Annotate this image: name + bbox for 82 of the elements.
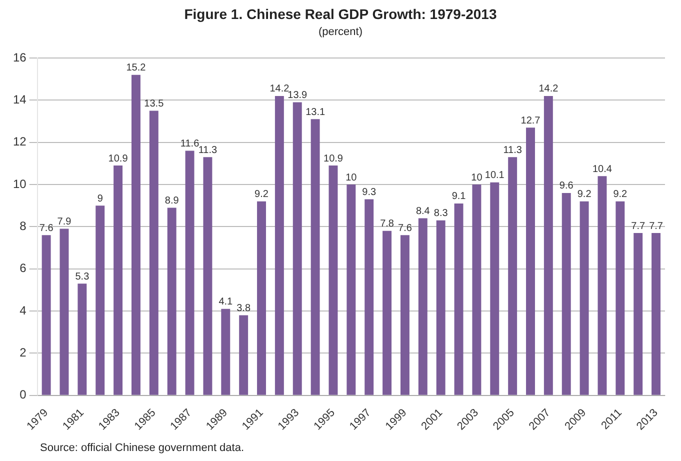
data-label: 3.8 — [236, 302, 251, 314]
bar — [274, 96, 284, 395]
data-label: 11.3 — [198, 144, 218, 156]
data-label: 9.2 — [613, 189, 628, 200]
bar — [472, 184, 482, 395]
data-label: 8.4 — [416, 206, 430, 217]
data-label: 9.3 — [362, 187, 376, 198]
bar — [60, 228, 69, 395]
bar — [203, 157, 212, 395]
data-label: 13.5 — [144, 98, 164, 110]
bar — [580, 201, 589, 395]
bar — [78, 284, 87, 395]
bar — [292, 102, 302, 395]
chart-subtitle: (percent) — [317, 26, 364, 38]
bar — [257, 201, 266, 395]
bar — [634, 233, 643, 395]
data-label: 13.1 — [306, 106, 326, 118]
data-label: 9.6 — [559, 180, 574, 192]
bar — [400, 235, 410, 395]
data-label: 13.9 — [288, 90, 308, 102]
bar — [328, 166, 338, 395]
data-label: 7.9 — [57, 216, 72, 228]
data-label: 14.2 — [538, 84, 559, 95]
bar — [562, 192, 571, 395]
data-label: 10.4 — [592, 164, 612, 175]
data-label: 10.9 — [108, 153, 128, 164]
y-tick-label: 6 — [20, 261, 27, 276]
data-label: 10 — [346, 172, 358, 184]
bar — [382, 230, 392, 395]
y-tick-label: 12 — [12, 134, 27, 149]
data-label: 8.3 — [434, 208, 448, 220]
data-label: 7.7 — [631, 220, 646, 232]
y-tick-label: 8 — [20, 218, 27, 233]
data-label: 11.3 — [503, 144, 522, 156]
bar — [490, 182, 500, 395]
bar — [544, 96, 553, 395]
data-label: 11.6 — [180, 138, 200, 150]
y-tick-label: 16 — [12, 50, 27, 64]
chart-title: Figure 1. Chinese Real GDP Growth: 1979-2013 — [183, 6, 498, 22]
bar — [96, 206, 105, 395]
data-label: 10.9 — [324, 153, 344, 164]
data-label: 7.6 — [398, 222, 412, 234]
bar — [508, 157, 518, 395]
bar — [652, 233, 661, 395]
y-tick-label: 4 — [20, 303, 27, 318]
y-tick-label: 2 — [20, 346, 27, 360]
data-label: 9.2 — [577, 189, 592, 200]
data-label: 7.6 — [39, 222, 54, 234]
bar — [131, 74, 140, 395]
bar — [346, 184, 356, 395]
y-tick-label: 0 — [20, 388, 27, 402]
source-note: Source: official Chinese government data. — [40, 442, 244, 454]
bar — [454, 203, 464, 395]
data-label: 4.1 — [218, 296, 234, 308]
data-label: 9.2 — [254, 189, 269, 200]
bar — [114, 166, 123, 395]
bar — [598, 176, 607, 395]
data-label: 10.1 — [484, 170, 505, 182]
data-label: 7.7 — [649, 220, 664, 232]
data-label: 7.8 — [380, 218, 394, 230]
data-label: 10 — [471, 172, 483, 184]
bar — [436, 220, 446, 395]
data-label: 8.9 — [164, 195, 180, 206]
data-label: 15.2 — [126, 62, 146, 74]
data-label: 5.3 — [75, 271, 90, 282]
bar — [239, 315, 248, 395]
data-label: 12.7 — [520, 115, 541, 126]
bar — [526, 128, 535, 395]
bar — [42, 235, 51, 395]
bar — [418, 218, 428, 395]
data-label: 9 — [97, 193, 104, 204]
y-tick-label: 10 — [12, 176, 27, 191]
bar — [149, 110, 158, 395]
bar — [221, 308, 230, 395]
bar — [364, 199, 374, 395]
bar — [310, 119, 320, 395]
bar — [616, 201, 625, 395]
data-label: 14.2 — [270, 84, 290, 95]
bar — [185, 150, 194, 395]
data-label: 9.1 — [452, 191, 466, 202]
y-tick-label: 14 — [12, 92, 27, 106]
bar — [167, 208, 176, 395]
